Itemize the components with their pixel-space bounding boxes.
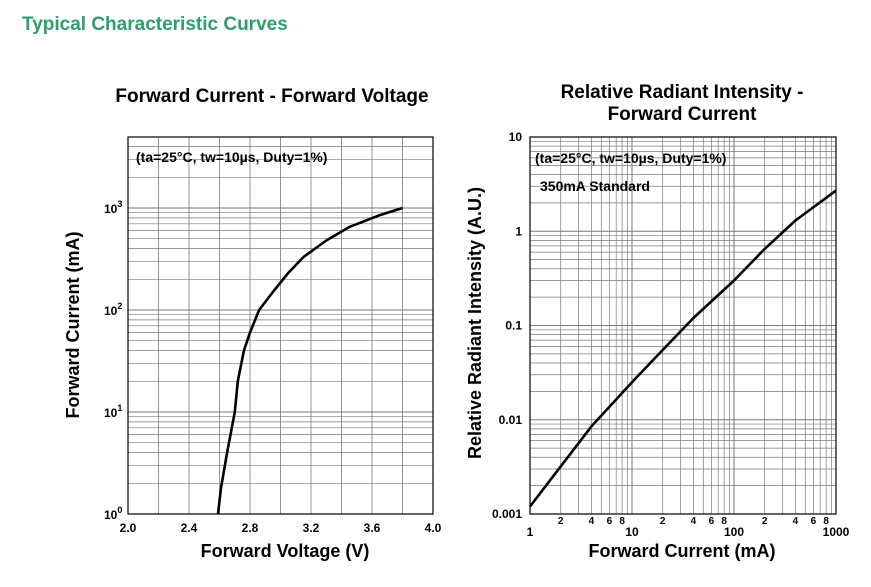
chart1-plot-frame — [127, 136, 434, 515]
chart2-y-axis-label: Relative Radiant Intensity (A.U.) — [465, 187, 485, 459]
chart1-x-tick-label: 3.6 — [364, 521, 381, 535]
chart2-x-tick-label: 1000 — [823, 525, 850, 539]
chart2-y-tick-label: 10 — [509, 130, 523, 144]
chart2-plot-frame — [529, 136, 837, 515]
chart2-x-minor-tick-label: 2 — [660, 516, 666, 527]
chart2-x-minor-tick-label: 4 — [793, 516, 799, 527]
chart2-annotation-standard: 350mA Standard — [540, 178, 650, 194]
chart2-x-tick-label: 1 — [527, 525, 534, 539]
page-title: Typical Characteristic Curves — [22, 14, 288, 35]
chart2-x-minor-tick-label: 4 — [589, 516, 595, 527]
chart2-y-tick-label: 0.01 — [499, 413, 523, 427]
chart2-x-minor-tick-label: 2 — [762, 516, 768, 527]
chart2-y-tick-label: 0.001 — [492, 507, 522, 521]
chart2-x-minor-tick-label: 8 — [619, 516, 625, 527]
chart1-x-tick-label: 3.2 — [303, 521, 320, 535]
chart1-series-line — [216, 206, 403, 515]
chart1-x-tick-label: 4.0 — [425, 521, 442, 535]
chart1-x-tick-label: 2.0 — [120, 521, 137, 535]
chart2-y-tick-label: 0.1 — [505, 319, 522, 333]
chart1-y-tick-label: 103 — [104, 199, 122, 216]
chart2-x-minor-tick-label: 6 — [709, 516, 715, 527]
chart1-y-tick-label: 102 — [104, 301, 122, 318]
chart2-y-tick-label: 1 — [515, 224, 522, 238]
chart2-x-minor-tick-label: 6 — [607, 516, 613, 527]
chart2-title-line2: Forward Current — [608, 104, 758, 125]
chart2-x-axis-label: Forward Current (mA) — [588, 541, 775, 561]
chart2-title-line1: Relative Radiant Intensity - — [561, 82, 804, 103]
chart1-title: Forward Current - Forward Voltage — [115, 86, 428, 107]
chart1-annotation: (ta=25°C, tw=10µs, Duty=1%) — [136, 149, 327, 165]
chart1-grid — [128, 137, 433, 514]
chart1-y-ticks: 100 101 102 103 — [104, 199, 122, 522]
chart-relative-radiant-intensity: Relative Radiant Intensity - Forward Cur… — [465, 82, 850, 561]
chart2-x-minor-tick-label: 4 — [691, 516, 697, 527]
chart2-x-minor-tick-label: 8 — [721, 516, 727, 527]
chart1-y-axis-label: Forward Current (mA) — [63, 231, 83, 418]
chart2-annotation-conditions: (ta=25°C, tw=10µs, Duty=1%) — [535, 150, 726, 166]
chart1-x-axis-label: Forward Voltage (V) — [201, 541, 370, 561]
chart2-series-line — [528, 189, 837, 508]
chart1-x-tick-label: 2.4 — [181, 521, 198, 535]
chart2-x-minor-tick-label: 2 — [558, 516, 564, 527]
chart2-x-minor-tick-label: 8 — [823, 516, 829, 527]
chart2-x-tick-label: 10 — [625, 525, 639, 539]
chart-forward-current-voltage: Forward Current - Forward Voltage 2.0 2.4… — [63, 86, 442, 561]
chart2-x-tick-label: 100 — [724, 525, 744, 539]
chart2-y-ticks: 0.001 0.01 0.1 1 10 — [492, 130, 522, 521]
chart1-x-tick-label: 2.8 — [242, 521, 259, 535]
chart1-y-tick-label: 101 — [104, 403, 122, 420]
chart2-x-minor-tick-label: 6 — [811, 516, 817, 527]
chart1-y-tick-label: 100 — [104, 505, 122, 522]
chart1-x-ticks: 2.0 2.4 2.8 3.2 3.6 4.0 — [120, 521, 442, 535]
